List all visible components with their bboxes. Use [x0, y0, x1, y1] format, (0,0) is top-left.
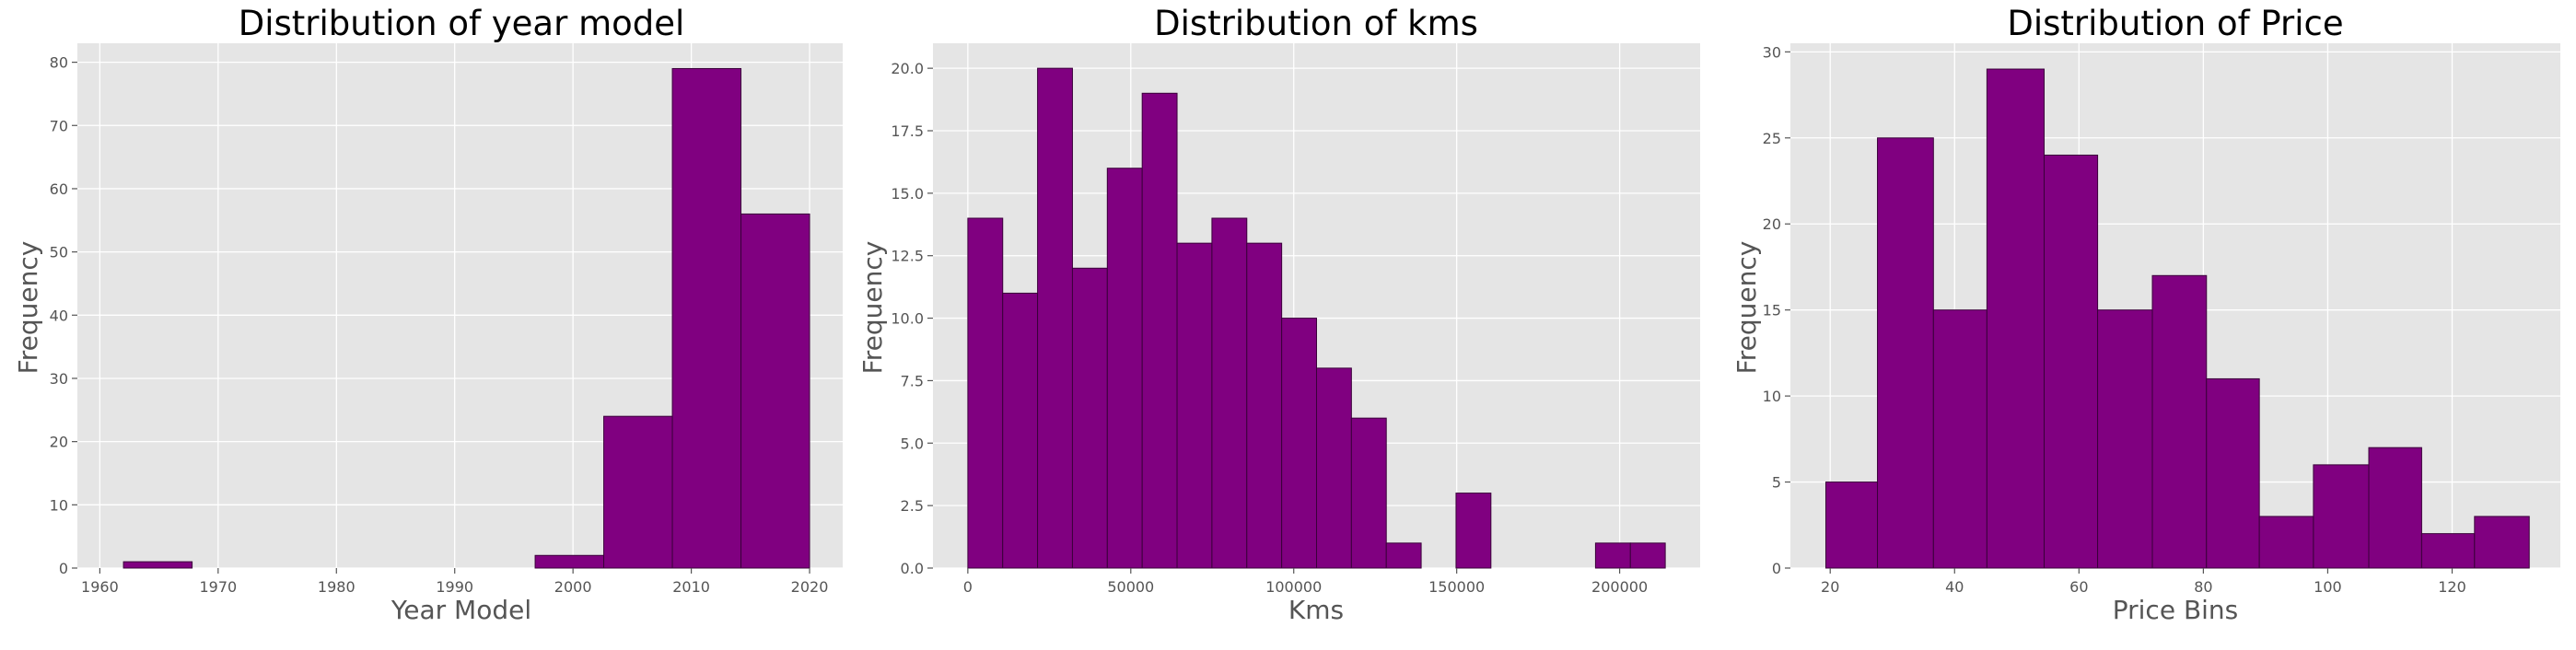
y-tick-label: 25 [1763, 130, 1781, 147]
x-tick-label: 120 [2438, 578, 2466, 596]
histogram-bar [1071, 267, 1108, 569]
x-tick-label: 150000 [1428, 578, 1485, 596]
y-tick-label: 0 [1772, 560, 1781, 577]
histogram-bar [534, 554, 605, 569]
histogram-bar [1246, 242, 1283, 569]
x-tick-label: 1980 [318, 578, 356, 596]
y-tick-label: 60 [50, 180, 68, 198]
histogram-bar [1211, 217, 1248, 569]
bars [122, 67, 810, 569]
x-tick-label: 60 [2069, 578, 2088, 596]
x-axis-label: Year Model [390, 595, 531, 625]
y-tick-label: 5.0 [901, 435, 924, 452]
y-axis-label: Frequency [13, 241, 43, 375]
histogram-bar [1629, 542, 1666, 569]
x-tick-label: 100000 [1265, 578, 1322, 596]
y-tick-label: 20 [50, 434, 68, 451]
y-axis-ticks: 0.0 2.5 5.0 7.5 10.0 12.5 15.0 17.5 20.0 [891, 60, 933, 577]
x-axis-label: Price Bins [2113, 595, 2239, 625]
x-tick-label: 40 [1945, 578, 1964, 596]
histogram-bar [1037, 67, 1073, 569]
y-tick-label: 70 [50, 117, 68, 134]
histogram-bar [1824, 482, 1879, 569]
histogram-bar [1986, 68, 2046, 569]
y-tick-label: 20 [1763, 215, 1781, 233]
x-tick-label: 1990 [436, 578, 473, 596]
histogram-bar [1281, 318, 1317, 569]
y-tick-label: 10 [50, 496, 68, 514]
y-tick-label: 15.0 [891, 185, 924, 203]
histogram-bar [122, 561, 193, 569]
x-tick-label: 0 [963, 578, 973, 596]
x-axis-ticks: 1960 1970 1980 1990 2000 2010 2020 [81, 568, 828, 596]
x-axis-ticks: 0 50000 100000 150000 200000 [963, 568, 1648, 596]
y-tick-label: 15 [1763, 302, 1781, 319]
histogram-bar [2151, 274, 2208, 569]
x-tick-label: 1960 [81, 578, 119, 596]
y-axis-label: Frequency [857, 241, 888, 375]
histogram-bar [1455, 493, 1492, 569]
y-tick-label: 2.5 [901, 497, 924, 515]
histogram-bar [2258, 516, 2314, 569]
y-tick-label: 30 [50, 370, 68, 388]
y-tick-label: 10.0 [891, 310, 924, 328]
x-tick-label: 200000 [1591, 578, 1648, 596]
histogram-bar [2206, 377, 2260, 569]
histogram-bar [1141, 92, 1178, 569]
x-tick-label: 20 [1821, 578, 1839, 596]
x-tick-label: 2020 [791, 578, 829, 596]
y-tick-label: 5 [1772, 474, 1781, 492]
y-tick-label: 17.5 [891, 122, 924, 140]
chart-title: Distribution of Price [2007, 4, 2343, 43]
histogram-bar [1106, 168, 1143, 569]
x-tick-label: 50000 [1107, 578, 1154, 596]
y-tick-label: 10 [1763, 388, 1781, 405]
y-tick-label: 12.5 [891, 248, 924, 265]
histogram-bar [1877, 137, 1934, 569]
histogram-bar [740, 213, 810, 569]
y-tick-label: 0 [59, 560, 68, 577]
x-tick-label: 80 [2194, 578, 2212, 596]
chart-title: Distribution of year model [239, 4, 685, 43]
histogram-bar [603, 415, 673, 569]
x-axis-label: Kms [1288, 595, 1344, 625]
histogram-bar [967, 217, 1004, 569]
y-axis-ticks: 0 5 10 15 20 25 30 [1763, 43, 1790, 577]
histogram-bar [1594, 542, 1631, 569]
chart-title: Distribution of kms [1154, 4, 1478, 43]
bars [967, 67, 1666, 569]
x-tick-label: 1970 [199, 578, 237, 596]
histogram-bar [1932, 309, 1987, 569]
histogram-bar [2097, 309, 2153, 569]
y-tick-label: 20.0 [891, 60, 924, 77]
y-tick-label: 0.0 [901, 560, 924, 577]
y-tick-label: 80 [50, 54, 68, 72]
histogram-bar [2313, 464, 2370, 569]
histogram-bar [2368, 447, 2422, 569]
histogram-bar [2044, 154, 2099, 569]
y-tick-label: 30 [1763, 43, 1781, 61]
histogram-bar [1316, 367, 1352, 569]
price-histogram: Distribution of Price 20 40 60 80 100 120 0 5 1… [1731, 4, 2560, 625]
y-axis-label: Frequency [1731, 241, 1762, 375]
y-axis-ticks: 0 10 20 30 40 50 60 70 80 [50, 54, 77, 577]
histogram-bar [2474, 516, 2530, 569]
y-tick-label: 50 [50, 244, 68, 261]
kms-histogram: Distribution of kms 0 50000 100000 150000 20… [857, 4, 1700, 625]
histogram-bar [671, 67, 742, 569]
y-tick-label: 7.5 [901, 372, 924, 389]
bars [1824, 68, 2530, 569]
histogram-bar [1385, 542, 1422, 569]
year-model-histogram: Distribution of year model 1960 1970 1980 1… [13, 4, 843, 625]
x-tick-label: 2000 [554, 578, 592, 596]
y-tick-label: 40 [50, 307, 68, 324]
histogram-bar [1350, 417, 1387, 569]
x-tick-label: 100 [2314, 578, 2342, 596]
histogram-bar [1176, 242, 1213, 569]
x-tick-label: 2010 [672, 578, 710, 596]
histogram-bar [1002, 292, 1039, 569]
histogram-bar [2420, 533, 2476, 569]
x-axis-ticks: 20 40 60 80 100 120 [1821, 568, 2466, 596]
